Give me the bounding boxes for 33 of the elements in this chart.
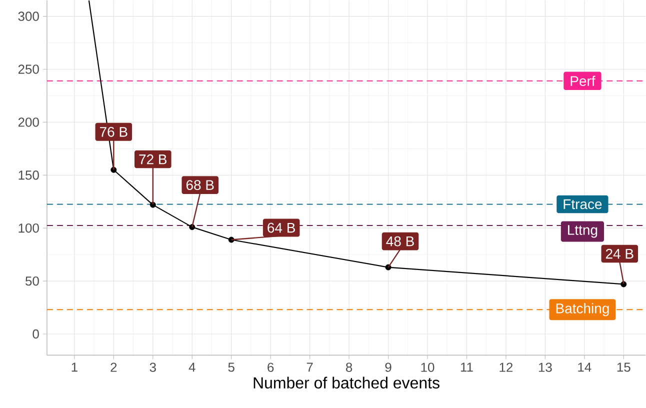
x-tick-label: 3 [150,362,156,372]
x-tick-label: 11 [460,362,473,372]
annotation: 76 B [100,126,128,137]
x-tick-label: 7 [306,362,313,372]
x-tick-label: 2 [110,362,117,372]
x-tick-label: 13 [538,362,552,372]
x-tick-label: 6 [268,362,274,372]
y-tick-label: 150 [18,170,39,180]
annotation: 72 B [139,154,167,164]
ref-line-label: Lttng [568,225,598,238]
ref-line-label: Batching [556,303,609,316]
x-tick-label: 4 [188,362,196,372]
y-tick-label: 50 [26,276,39,286]
x-axis-title: Number of batched events [254,376,440,388]
x-tick-label: 12 [500,362,513,372]
x-tick-label: 5 [228,362,234,372]
y-tick-label: 300 [18,12,39,21]
annotation: 64 B [268,222,295,233]
y-tick-label: 0 [32,329,39,339]
annotation: 68 B [186,180,214,190]
y-tick-label: 200 [18,118,39,127]
annotation: 24 B [606,248,634,259]
ref-line-label: Ftrace [564,199,602,210]
x-tick-label: 15 [617,362,630,372]
y-tick-label: 250 [18,64,39,74]
x-tick-label: 14 [578,362,592,372]
y-tick-label: 100 [18,223,39,233]
x-tick-label: 10 [421,362,434,372]
x-tick-label: 1 [72,362,78,372]
ref-line-label: Perf [570,76,596,86]
x-tick-label: 9 [385,362,392,372]
x-tick-label: 8 [346,362,352,372]
annotation: 48 B [386,236,414,246]
